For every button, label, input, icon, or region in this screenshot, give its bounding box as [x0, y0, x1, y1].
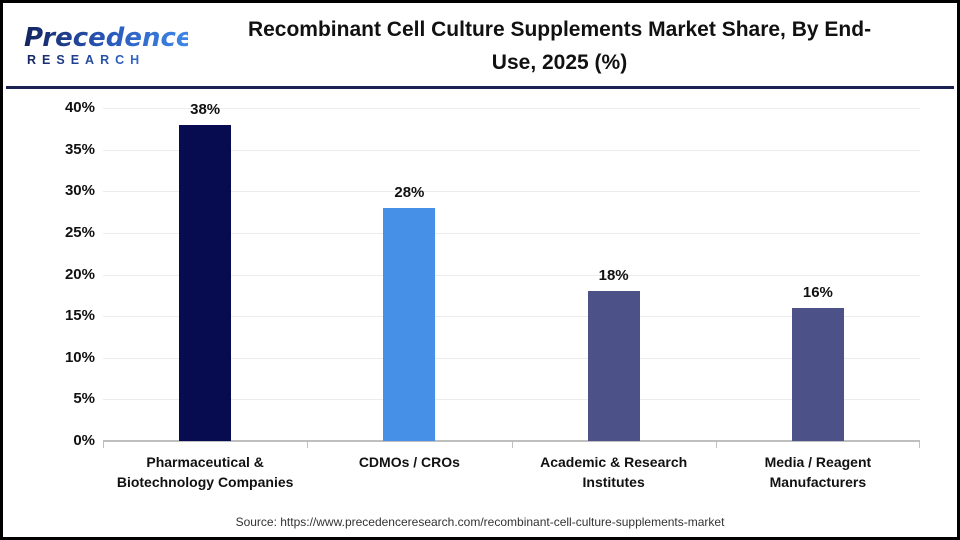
x-tick-mark	[511, 442, 513, 448]
x-axis-line	[103, 440, 920, 442]
x-tick-mark	[715, 442, 717, 448]
bar-value-label: 38%	[190, 100, 221, 118]
precedence-research-logo: Precedence RESEARCH	[6, 23, 194, 68]
plot-area: 38% 28% 18% 16%	[103, 101, 920, 448]
x-tick-mark	[919, 442, 920, 448]
bar-value-label: 18%	[598, 267, 629, 285]
gridline	[103, 357, 920, 359]
x-tick-mark	[307, 442, 309, 448]
gridline	[103, 191, 920, 193]
gridline	[103, 108, 920, 109]
bar-value-label: 16%	[802, 283, 833, 301]
gridline	[103, 399, 920, 401]
header: Precedence RESEARCH Recombinant Cell Cul…	[6, 6, 954, 89]
y-tick-label: 25%	[64, 223, 95, 241]
y-tick-label: 40%	[64, 99, 95, 116]
y-axis: 0% 5% 10% 15% 20% 25% 30% 35% 40%	[3, 99, 95, 449]
gridline	[103, 316, 920, 318]
y-tick-label: 20%	[64, 265, 95, 283]
bar-value-label: 28%	[394, 183, 425, 201]
x-axis-labels: Pharmaceutical & Biotechnology Companies…	[103, 452, 920, 498]
x-tick-mark	[103, 442, 104, 448]
y-tick-label: 35%	[64, 140, 95, 158]
y-tick-label: 10%	[64, 348, 95, 366]
logo-brand-text: Precedence	[24, 23, 194, 53]
y-tick-label: 5%	[73, 390, 95, 408]
category-label: Academic & Research Institutes	[540, 454, 688, 490]
gridline	[103, 274, 920, 276]
bar-4	[791, 307, 844, 441]
logo-sub-text: RESEARCH	[24, 52, 188, 68]
bar-3	[587, 291, 640, 441]
source-attribution: Source: https://www.precedenceresearch.c…	[235, 515, 725, 529]
y-tick-label: 30%	[64, 182, 95, 200]
category-label: Pharmaceutical & Biotechnology Companies	[116, 454, 294, 490]
chart-title: Recombinant Cell Culture Supplements Mar…	[247, 18, 872, 74]
title-wrap: Recombinant Cell Culture Supplements Mar…	[188, 13, 954, 79]
gridline	[103, 149, 920, 151]
category-label: Media / Reagent Manufacturers	[764, 454, 872, 490]
bar-2	[383, 207, 436, 441]
bar-1	[179, 124, 232, 441]
y-tick-label: 15%	[64, 307, 95, 325]
category-label: CDMOs / CROs	[358, 454, 460, 470]
gridline	[103, 232, 920, 234]
y-tick-label: 0%	[73, 432, 95, 449]
